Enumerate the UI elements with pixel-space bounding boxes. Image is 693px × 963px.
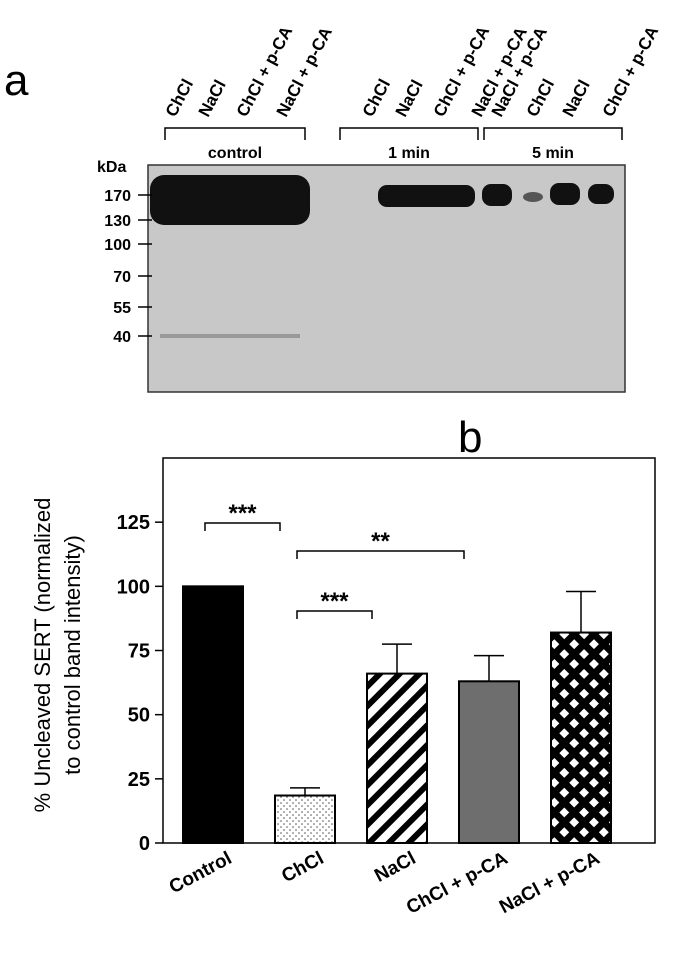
panel-label: a <box>4 56 29 105</box>
lane-label: NaCl <box>392 77 427 120</box>
x-tick-label: NaCl + p-CA <box>496 848 604 918</box>
y-tick-label: 125 <box>117 512 150 534</box>
bands <box>150 175 614 338</box>
band <box>550 183 580 205</box>
bar <box>550 631 612 844</box>
y-axis-label: % Uncleaved SERT (normalized <box>30 498 55 813</box>
band <box>482 184 512 206</box>
bar <box>366 672 428 844</box>
marker-label: 40 <box>113 329 131 346</box>
marker-label: 170 <box>104 188 131 205</box>
y-tick-label: 25 <box>128 769 150 791</box>
lane-label: ChCl <box>359 76 394 120</box>
lane-label: ChCl <box>523 76 558 120</box>
band <box>523 192 543 202</box>
bar <box>458 680 520 844</box>
marker-label: 55 <box>113 300 131 317</box>
lane-label: ChCl <box>162 76 197 120</box>
error-bar <box>290 787 320 796</box>
group-label: 5 min <box>532 145 574 162</box>
y-tick-label: 75 <box>128 641 150 663</box>
group-bracket <box>339 127 479 140</box>
significance-bracket <box>296 550 465 559</box>
x-tick-label: NaCl <box>371 848 419 887</box>
error-bar <box>382 643 412 674</box>
y-tick-label: 0 <box>139 833 150 855</box>
significance-bracket <box>296 610 373 619</box>
marker-label: 100 <box>104 237 131 254</box>
marker-label: 130 <box>104 213 131 230</box>
x-tick-label: Control <box>166 848 235 898</box>
x-tick-label: ChCl <box>278 848 327 887</box>
bar <box>182 585 244 844</box>
band <box>160 334 300 338</box>
significance-bracket <box>204 522 281 531</box>
significance-label: *** <box>228 500 257 527</box>
unit-label: kDa <box>97 159 126 176</box>
panel-label: b <box>458 413 482 462</box>
significance-label: ** <box>371 528 390 555</box>
band <box>588 184 614 204</box>
band <box>150 175 310 225</box>
group-label: control <box>208 145 262 162</box>
band <box>378 185 475 207</box>
bar <box>274 794 336 844</box>
x-tick-label: ChCl + p-CA <box>403 848 511 919</box>
lane-label: NaCl <box>195 77 230 120</box>
y-axis-label: to control band intensity) <box>60 535 85 775</box>
significance-label: *** <box>320 588 349 615</box>
y-tick-label: 100 <box>117 576 150 598</box>
group-bracket <box>483 127 623 140</box>
lane-label: NaCl <box>559 77 594 120</box>
group-bracket <box>164 127 306 140</box>
error-bar <box>566 590 596 633</box>
lane-label: ChCl + p-CA <box>599 23 663 120</box>
group-label: 1 min <box>388 145 430 162</box>
error-bar <box>474 654 504 682</box>
y-tick-label: 50 <box>128 705 150 727</box>
marker-label: 70 <box>113 269 131 286</box>
